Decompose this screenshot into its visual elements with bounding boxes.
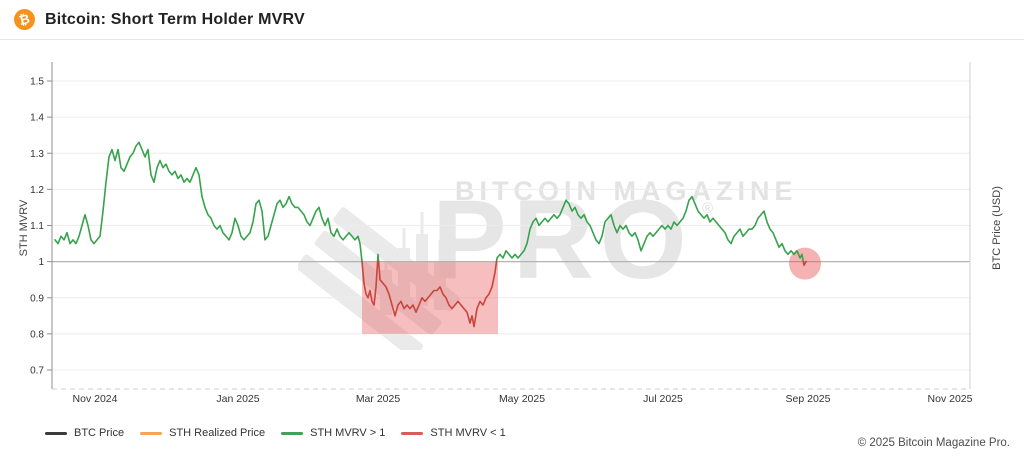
- x-tick-label: Jan 2025: [216, 393, 259, 405]
- x-tick-label: Mar 2025: [356, 393, 401, 405]
- y-axis-label-right: BTC Price (USD): [991, 186, 1003, 270]
- legend-item-btc-price[interactable]: BTC Price: [45, 427, 124, 439]
- watermark-text-pro: PRO: [432, 177, 693, 302]
- registered-trademark-icon: ®: [702, 200, 714, 217]
- legend-swatch-sth-mvrv-1: [401, 431, 424, 435]
- y-tick-label: 0.8: [30, 329, 44, 340]
- y-tick-label: 1: [38, 257, 44, 268]
- y-tick-label: 1.3: [30, 149, 44, 160]
- y-tick-label: 1.4: [30, 113, 44, 124]
- bitcoin-glyph: ₿: [17, 10, 32, 29]
- watermark-text-line1: BITCOIN MAGAZINE: [455, 176, 798, 206]
- x-tick-label: May 2025: [499, 393, 545, 405]
- y-tick-label: 1.1: [30, 221, 44, 232]
- legend-swatch-sth-mvrv-1: [281, 431, 304, 435]
- x-tick-label: Sep 2025: [786, 393, 831, 405]
- y-tick-label: 0.9: [30, 293, 44, 304]
- x-tick-label: Jul 2025: [643, 393, 683, 405]
- bitcoin-icon: ₿: [14, 9, 35, 30]
- legend-item-sth-realized-price[interactable]: STH Realized Price: [140, 427, 265, 439]
- mvrv-below-1-region: [362, 261, 498, 334]
- y-tick-label: 0.7: [30, 366, 44, 377]
- legend-item-sth-mvrv-1[interactable]: STH MVRV < 1: [401, 427, 506, 439]
- legend-swatch-btc-price: [45, 431, 67, 435]
- sth-mvrv-line-below-1: [361, 260, 807, 328]
- chart-legend: BTC Price STH Realized Price STH MVRV > 1 S…: [45, 427, 506, 439]
- legend-label: BTC Price: [74, 427, 125, 439]
- legend-swatch-sth-realized-price: [140, 431, 163, 435]
- legend-item-sth-mvrv-1[interactable]: STH MVRV > 1: [281, 427, 385, 439]
- legend-label: STH MVRV < 1: [430, 427, 506, 439]
- y-tick-label: 1.2: [30, 185, 44, 196]
- y-tick-label: 1.5: [30, 77, 44, 88]
- y-axis-label-left: STH MVRV: [18, 199, 30, 257]
- copyright-text: © 2025 Bitcoin Magazine Pro.: [857, 437, 1010, 449]
- legend-label: STH Realized Price: [169, 427, 266, 439]
- x-tick-label: Nov 2024: [73, 393, 118, 405]
- x-tick-label: Nov 2025: [928, 393, 973, 405]
- page-title: Bitcoin: Short Term Holder MVRV: [45, 10, 305, 28]
- legend-label: STH MVRV > 1: [310, 427, 386, 439]
- chart-header: ₿ Bitcoin: Short Term Holder MVRV: [0, 0, 1024, 40]
- sth-mvrv-line-above-1: [54, 141, 807, 263]
